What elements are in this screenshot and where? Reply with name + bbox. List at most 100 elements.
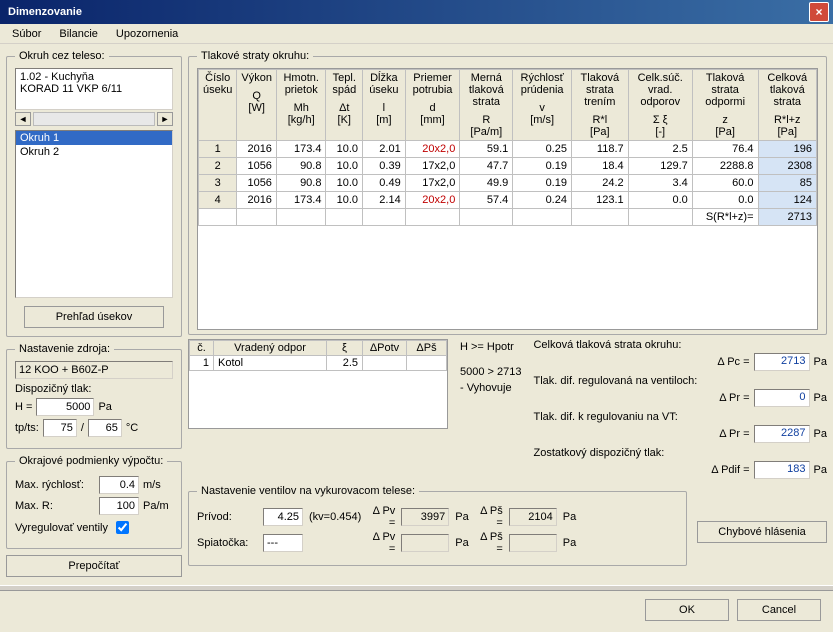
dpv2-val [401,534,449,552]
h-unit: Pa [98,401,111,413]
window-title: Dimenzovanie [8,6,82,18]
vyreg-label: Vyregulovať ventily [15,522,108,534]
deg-unit: °C [126,422,138,434]
grid-header: Tlaková strata odpormiz[Pa] [692,70,758,141]
okraj-fieldset: Okrajové podmienky výpočtu: Max. rýchlos… [6,455,182,549]
pdif-val: 183 [754,461,810,479]
dps2-label: Δ Pš = [475,531,503,555]
h-input[interactable] [36,398,94,416]
table-row[interactable]: 1Kotol2.5 [190,356,447,371]
list-item[interactable]: Okruh 2 [16,145,172,159]
ts-input[interactable] [88,419,122,437]
reg-vt: Tlak. dif. k regulovaniu na VT: [533,411,827,423]
grid-header: Celková tlaková strataR*l+z[Pa] [758,70,816,141]
dps1-val [509,508,557,526]
pr2-label: Δ Pr = [719,428,749,440]
disp-tlak-label: Dispozičný tlak: [15,383,173,395]
dps1-label: Δ Pš = [475,505,503,529]
cancel-button[interactable]: Cancel [737,599,821,621]
okruh-legend: Okruh cez teleso: [15,50,109,62]
maxr-input[interactable] [99,497,139,515]
maxv-unit: m/s [143,479,161,491]
spiat-input[interactable] [263,534,303,552]
maxr-label: Max. R: [15,500,95,512]
radiator-line2: KORAD 11 VKP 6/11 [20,83,168,95]
zdroj-fieldset: Nastavenie zdroja: Dispozičný tlak: H = … [6,343,182,449]
menu-bar: Súbor Bilancie Upozornenia [0,24,833,44]
maxv-input[interactable] [99,476,139,494]
radiator-line1: 1.02 - Kuchyňa [20,71,168,83]
grid-legend: Tlakové straty okruhu: [197,50,313,62]
h-label: H = [15,401,32,413]
zdroj-field[interactable] [15,361,173,379]
prehlad-button[interactable]: Prehľad úsekov [24,306,164,328]
info-block: H >= Hpotr 5000 > 2713 - Vyhovuje [460,339,521,397]
table-row[interactable]: 42016173.410.02.1420x2,057.40.24123.10.0… [199,192,817,209]
dpv1-val [401,508,449,526]
maxv-label: Max. rýchlosť: [15,479,95,491]
grid-table-wrap[interactable]: Číslo úsekuVýkonQ[W]Hmotn. prietokMh[kg/… [197,68,818,330]
table-row[interactable]: 3105690.810.00.4917x2,049.90.1924.23.460… [199,175,817,192]
grid-header: Číslo úseku [199,70,237,141]
dps2-val [509,534,557,552]
pressure-block: Celková tlaková strata okruhu: Δ Pc = 27… [533,339,827,481]
grid-header: Hmotn. prietokMh[kg/h] [276,70,326,141]
menu-upozornenia[interactable]: Upozornenia [108,26,186,42]
info-ok: - Vyhovuje [460,380,521,397]
vr-h-c: č. [190,341,214,356]
table-row[interactable]: 2105690.810.00.3917x2,047.70.1918.4129.7… [199,158,817,175]
vr-table-wrap[interactable]: č. Vradený odpor ξ ΔPotv ΔPš 1Kotol2.5 [188,339,448,429]
tp-input[interactable] [43,419,77,437]
reg-vent: Tlak. dif. regulovaná na ventiloch: [533,375,827,387]
valves-fieldset: Nastavenie ventilov na vykurovacom teles… [188,485,687,566]
privod-label: Prívod: [197,511,257,523]
pr2-val: 2287 [754,425,810,443]
dpv2-label: Δ Pv = [367,531,395,555]
menu-bilancie[interactable]: Bilancie [51,26,106,42]
radiator-desc: 1.02 - Kuchyňa KORAD 11 VKP 6/11 [15,68,173,110]
pr1-label: Δ Pr = [719,392,749,404]
info-cmp: 5000 > 2713 [460,364,521,381]
grid-header: VýkonQ[W] [237,70,277,141]
grid-header: Tepl. spádΔt[K] [326,70,363,141]
vr-h-xi: ξ [327,341,363,356]
grid-header: Tlaková strata trenímR*l[Pa] [571,70,628,141]
error-button[interactable]: Chybové hlásenia [697,521,827,543]
ok-button[interactable]: OK [645,599,729,621]
privod-kv: (kv=0.454) [309,511,361,523]
close-icon[interactable]: × [809,2,829,22]
info-h: H >= Hpotr [460,339,521,356]
scroll-right-icon[interactable]: ► [157,112,173,126]
hscroll[interactable] [33,112,155,126]
zost: Zostatkový dispozičný tlak: [533,447,827,459]
zdroj-legend: Nastavenie zdroja: [15,343,114,355]
vr-table: č. Vradený odpor ξ ΔPotv ΔPš 1Kotol2.5 [189,340,447,371]
vr-h-dpotv: ΔPotv [363,341,407,356]
pdif-label: Δ Pdif = [711,464,749,476]
title-bar: Dimenzovanie × [0,0,833,24]
vyreg-checkbox[interactable] [116,521,129,534]
dpv1-label: Δ Pv = [367,505,395,529]
privod-input[interactable] [263,508,303,526]
grid-header: Dĺžka úsekul[m] [363,70,406,141]
vr-h-name: Vradený odpor [214,341,327,356]
menu-subor[interactable]: Súbor [4,26,49,42]
prepocitat-button[interactable]: Prepočítať [6,555,182,577]
pc-val: 2713 [754,353,810,371]
table-row[interactable]: 12016173.410.02.0120x2,059.10.25118.72.5… [199,141,817,158]
bottom-bar: OK Cancel [0,591,833,629]
circuit-list[interactable]: Okruh 1 Okruh 2 [15,130,173,298]
okruh-fieldset: Okruh cez teleso: 1.02 - Kuchyňa KORAD 1… [6,50,182,337]
scroll-left-icon[interactable]: ◄ [15,112,31,126]
pc-label: Δ Pc = [717,356,749,368]
spiat-label: Spiatočka: [197,537,257,549]
okraj-legend: Okrajové podmienky výpočtu: [15,455,167,467]
pr1-val: 0 [754,389,810,407]
grid-header: Merná tlaková strataR[Pa/m] [460,70,513,141]
maxr-unit: Pa/m [143,500,169,512]
list-item[interactable]: Okruh 1 [16,131,172,145]
vr-h-dps: ΔPš [407,341,447,356]
grid-header: Priemer potrubiad[mm] [405,70,460,141]
grid-header: Celk.súč. vrad. odporovΣ ξ[-] [628,70,692,141]
grid-header: Rýchlosť prúdeniav[m/s] [513,70,572,141]
